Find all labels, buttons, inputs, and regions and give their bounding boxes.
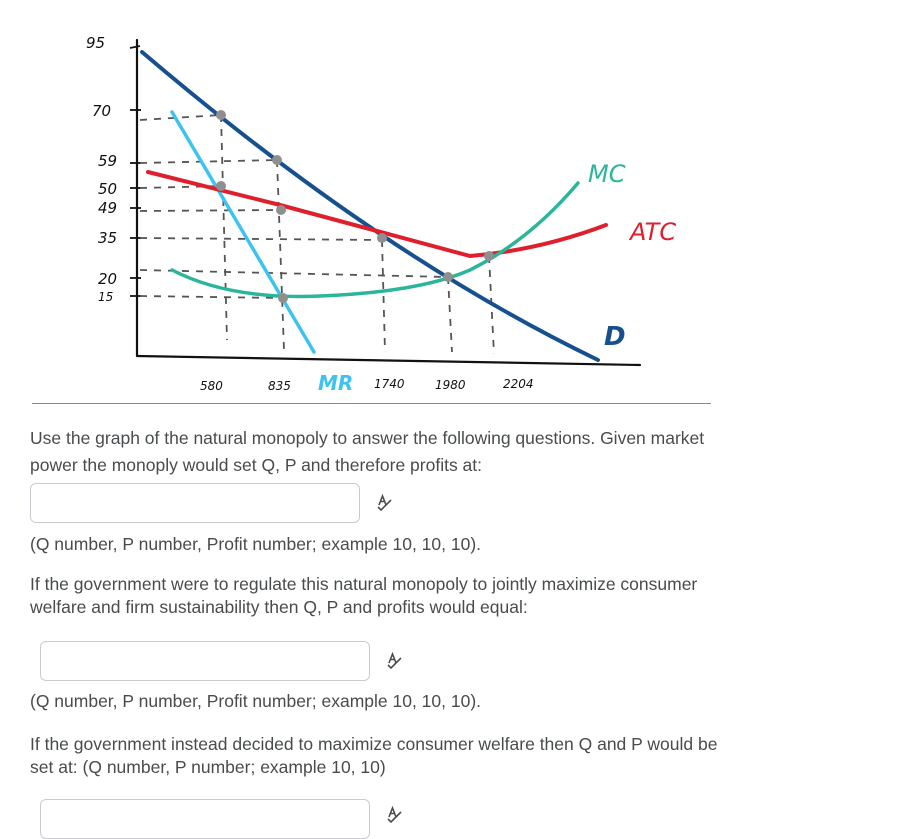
question-3-answer-input[interactable] — [40, 799, 370, 839]
atc-label: ATC — [628, 218, 676, 246]
question-1-answer-input[interactable] — [30, 483, 360, 523]
marginal-revenue-curve — [170, 110, 316, 354]
spellcheck-icon[interactable] — [386, 652, 404, 670]
marginal-cost-curve — [170, 181, 580, 299]
natural-monopoly-graph: 95 70 59 50 49 35 20 15 580 835 1740 198… — [86, 34, 676, 395]
spellcheck-icon[interactable] — [376, 494, 394, 512]
quantity-label: 835 — [268, 379, 291, 393]
price-label: 20 — [98, 270, 117, 288]
price-label: 95 — [86, 34, 105, 52]
question-2-answer-input[interactable] — [40, 641, 370, 681]
question-2-prompt: If the government were to regulate this … — [30, 574, 698, 617]
point-price-59 — [272, 155, 282, 165]
demand-curve — [140, 50, 600, 362]
price-labels: 95 70 59 50 49 35 20 15 — [86, 34, 117, 304]
intersection-points — [216, 110, 494, 303]
quantity-label: 1980 — [435, 378, 466, 392]
y-ticks — [129, 45, 141, 297]
price-label: 35 — [98, 229, 117, 247]
point-atc-50 — [216, 181, 226, 191]
x-axis — [135, 354, 642, 367]
point-mr-demand — [216, 110, 226, 120]
question-1-hint: (Q number, P number, Profit number; exam… — [30, 534, 482, 554]
mc-label: MC — [588, 160, 626, 188]
point-atc-49 — [276, 205, 286, 215]
guide-lines — [139, 114, 495, 355]
mr-label: MR — [318, 371, 353, 395]
quantity-label: 1740 — [374, 377, 405, 391]
price-label: 70 — [92, 102, 111, 120]
divider — [32, 403, 711, 404]
average-total-cost-curve — [146, 170, 608, 259]
question-2-hint: (Q number, P number, Profit number; exam… — [30, 691, 482, 711]
point-atc-demand — [377, 233, 387, 243]
quantity-labels: 580 835 1740 1980 2204 — [200, 377, 534, 393]
quantity-label: 580 — [200, 379, 223, 393]
point-mc-atc — [484, 251, 494, 261]
demand-label: D — [604, 322, 626, 352]
point-mc-mr — [278, 293, 288, 303]
quantity-label: 2204 — [503, 377, 534, 391]
price-label: 50 — [98, 180, 117, 198]
price-label: 49 — [98, 199, 117, 217]
point-mc-demand — [443, 272, 453, 282]
spellcheck-icon[interactable] — [386, 806, 404, 824]
price-label: 59 — [98, 152, 117, 170]
question-1-prompt: Use the graph of the natural monopoly to… — [30, 428, 705, 475]
price-label: 15 — [98, 290, 113, 304]
question-3-prompt: If the government instead decided to max… — [30, 734, 718, 777]
